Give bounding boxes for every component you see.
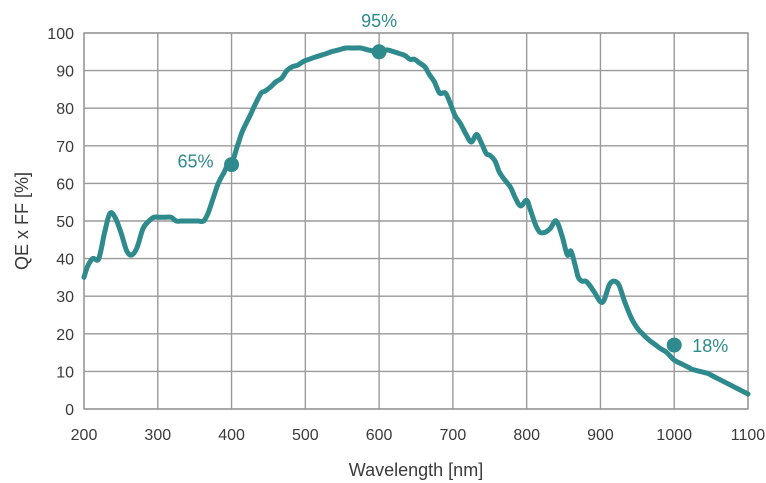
annotation-markers: 65% 95% 18% <box>178 11 729 356</box>
x-tick-label: 1000 <box>656 427 692 444</box>
y-axis-title: QE x FF [%] <box>12 172 32 270</box>
x-tick-label: 500 <box>292 427 319 444</box>
y-axis-ticks: 0 10 20 30 40 50 60 70 80 90 100 <box>47 26 74 419</box>
x-tick-label: 700 <box>440 427 467 444</box>
x-tick-label: 300 <box>144 427 171 444</box>
y-tick-label: 0 <box>65 402 74 419</box>
y-tick-label: 100 <box>47 26 74 43</box>
y-tick-label: 60 <box>56 176 74 193</box>
plot-frame <box>83 32 749 410</box>
annotation-marker <box>666 337 682 353</box>
x-tick-label: 900 <box>587 427 614 444</box>
y-tick-label: 80 <box>56 101 74 118</box>
y-tick-label: 30 <box>56 289 74 306</box>
x-axis-title: Wavelength [nm] <box>349 460 483 480</box>
annotation-label: 18% <box>692 336 728 356</box>
y-tick-label: 90 <box>56 64 74 81</box>
annotation-label: 65% <box>178 152 214 172</box>
annotation-label: 95% <box>361 11 397 31</box>
x-tick-label: 800 <box>513 427 540 444</box>
x-tick-label: 600 <box>366 427 393 444</box>
qe-series-line <box>81 45 751 397</box>
x-tick-label: 400 <box>218 427 245 444</box>
y-tick-label: 20 <box>56 327 74 344</box>
y-tick-label: 10 <box>56 364 74 381</box>
x-axis-ticks: 200 300 400 500 600 700 800 900 1000 1100 <box>71 427 766 444</box>
y-tick-label: 50 <box>56 214 74 231</box>
y-tick-label: 70 <box>56 139 74 156</box>
y-tick-label: 40 <box>56 252 74 269</box>
annotation-marker <box>224 157 240 173</box>
x-tick-label: 1100 <box>731 427 766 444</box>
x-tick-label: 200 <box>71 427 98 444</box>
annotation-marker <box>371 44 387 60</box>
